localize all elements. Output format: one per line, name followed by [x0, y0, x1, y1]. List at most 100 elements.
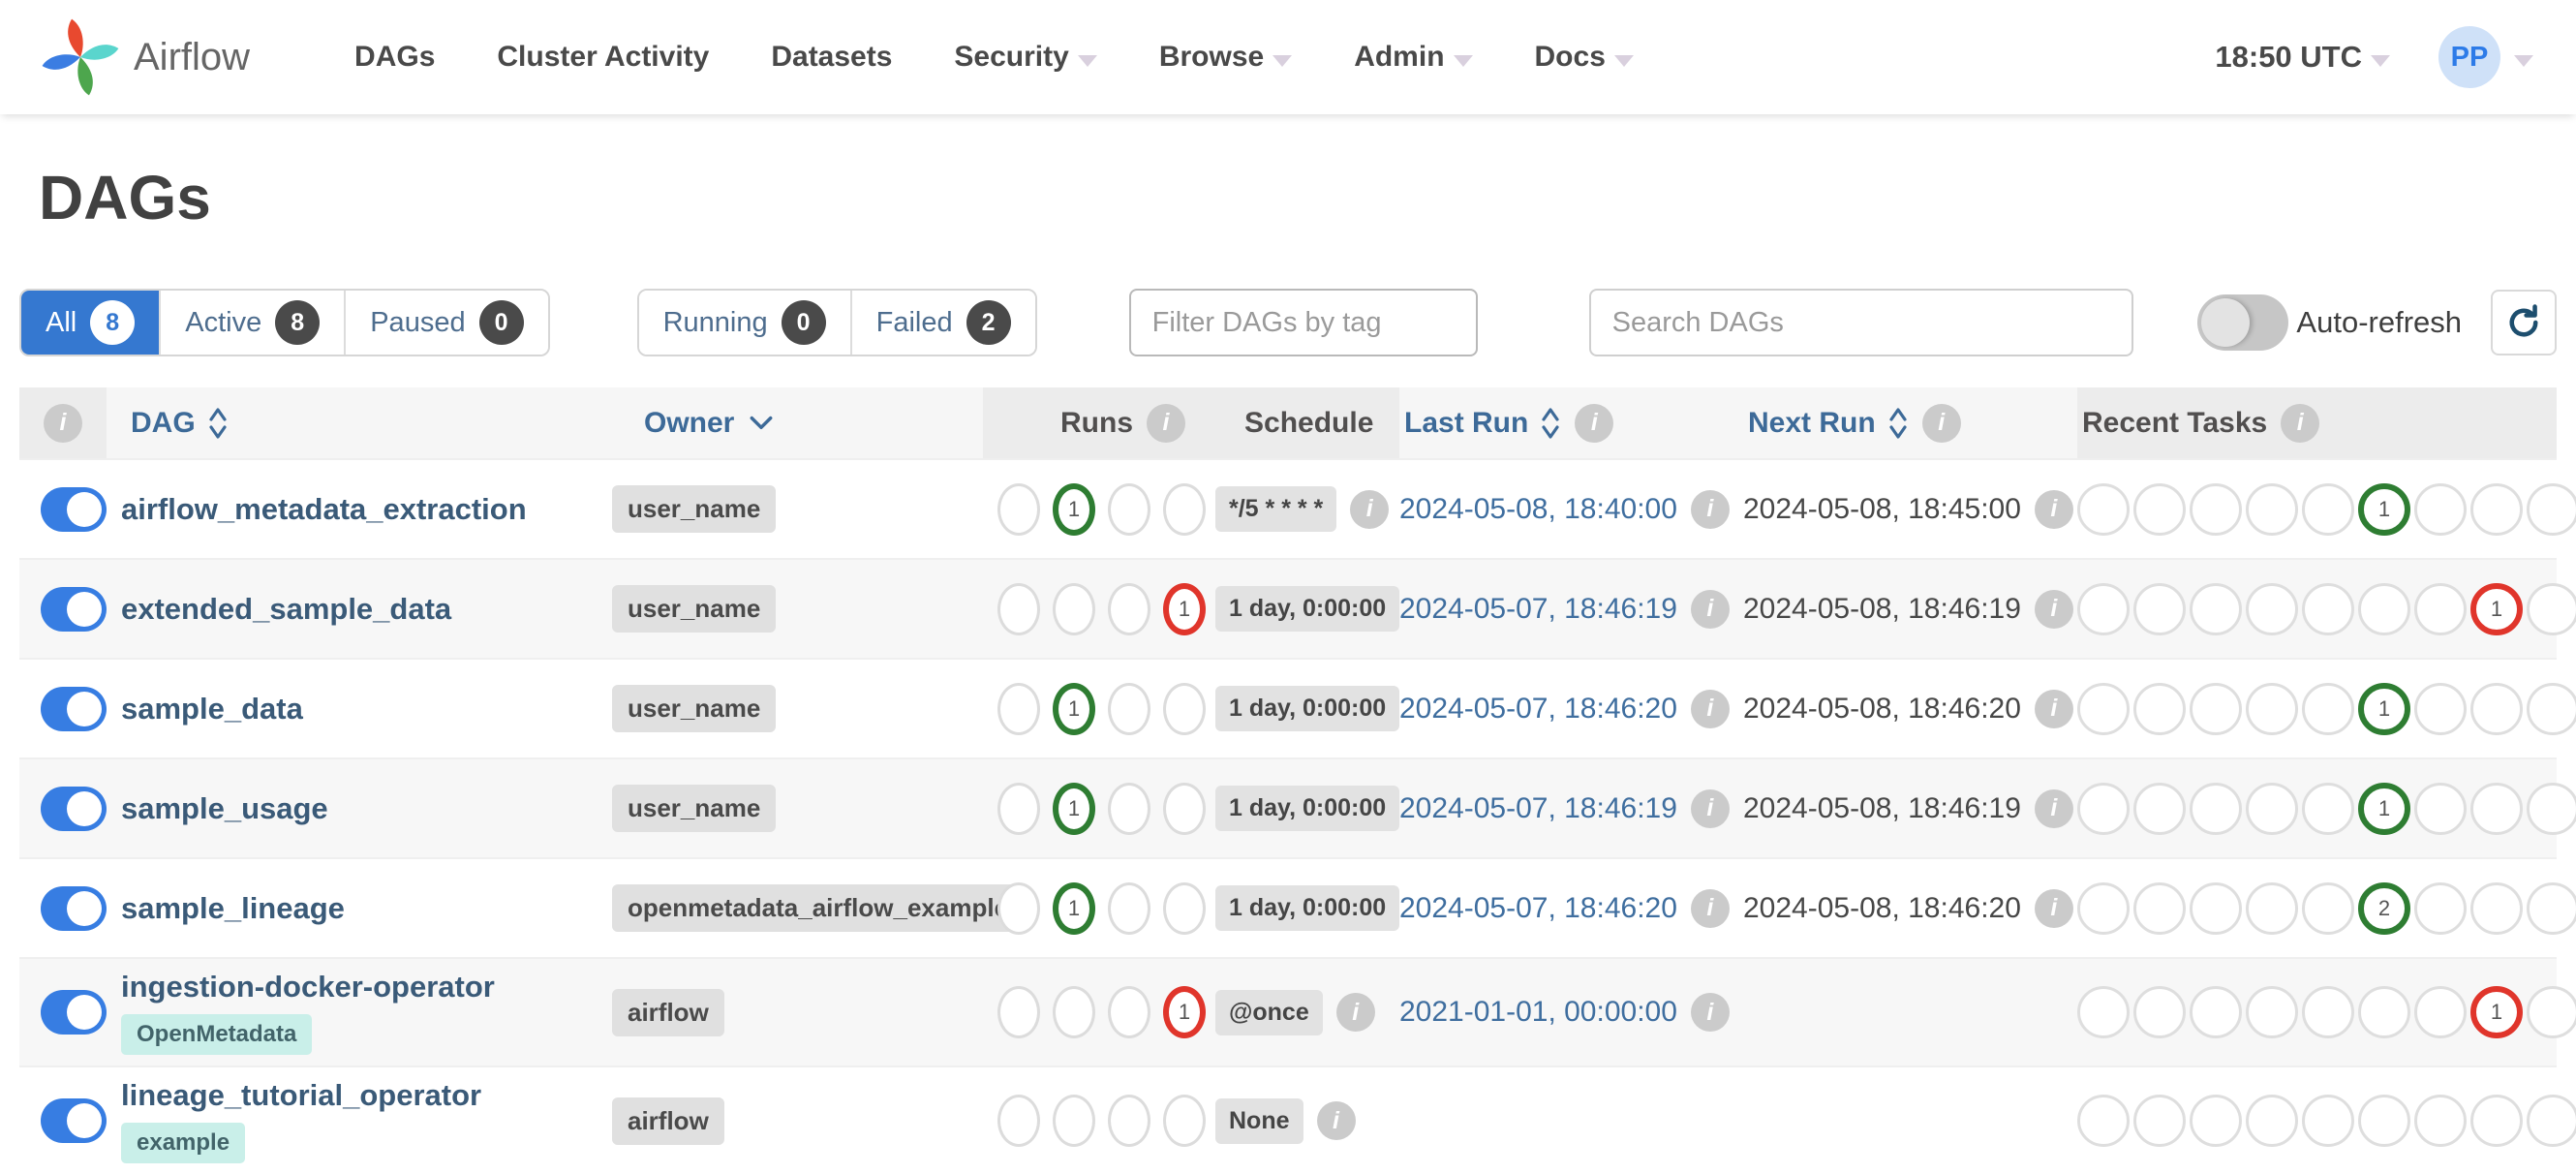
- recent-task-circle-7[interactable]: [2470, 782, 2523, 835]
- run-status-running[interactable]: [1108, 782, 1150, 835]
- dag-pause-toggle[interactable]: [41, 885, 107, 931]
- recent-task-circle-8[interactable]: [2527, 782, 2576, 835]
- recent-task-circle-3[interactable]: [2246, 881, 2298, 935]
- dag-link[interactable]: sample_lineage: [121, 890, 345, 925]
- recent-task-circle-3[interactable]: [2246, 482, 2298, 536]
- run-status-queued[interactable]: [997, 881, 1040, 935]
- recent-task-circle-6[interactable]: [2414, 782, 2467, 835]
- recent-task-circle-8[interactable]: [2527, 1095, 2576, 1147]
- nav-item-docs[interactable]: Docs: [1535, 41, 1634, 74]
- run-status-queued[interactable]: [997, 1095, 1040, 1147]
- recent-task-circle-4[interactable]: [2302, 682, 2354, 735]
- recent-task-circle-4[interactable]: [2302, 582, 2354, 635]
- recent-task-circle-7[interactable]: [2470, 1095, 2523, 1147]
- recent-task-circle-0[interactable]: [2077, 682, 2130, 735]
- recent-task-circle-5[interactable]: [2358, 986, 2410, 1038]
- recent-task-circle-4[interactable]: [2302, 1095, 2354, 1147]
- dag-tag-badge[interactable]: example: [121, 1123, 246, 1163]
- last-run-link[interactable]: 2024-05-07, 18:46:20: [1399, 692, 1677, 725]
- recent-task-circle-6[interactable]: [2414, 881, 2467, 935]
- recent-task-circle-0[interactable]: [2077, 582, 2130, 635]
- recent-task-circle-2[interactable]: [2190, 582, 2242, 635]
- nav-item-datasets[interactable]: Datasets: [771, 41, 892, 74]
- recent-task-circle-5[interactable]: 2: [2358, 881, 2410, 935]
- run-status-failed[interactable]: [1163, 881, 1206, 935]
- dag-pause-toggle[interactable]: [41, 586, 107, 632]
- recent-task-circle-7[interactable]: [2470, 482, 2523, 536]
- dag-pause-toggle[interactable]: [41, 990, 107, 1035]
- recent-task-circle-5[interactable]: 1: [2358, 482, 2410, 536]
- sort-icon[interactable]: [1887, 405, 1909, 442]
- dag-link[interactable]: sample_usage: [121, 790, 328, 825]
- last-run-link[interactable]: 2024-05-07, 18:46:19: [1399, 592, 1677, 625]
- recent-task-circle-8[interactable]: [2527, 482, 2576, 536]
- dag-tag-badge[interactable]: OpenMetadata: [121, 1014, 313, 1055]
- run-status-success[interactable]: [1053, 1095, 1095, 1147]
- run-status-failed[interactable]: 1: [1163, 986, 1206, 1038]
- run-status-queued[interactable]: [997, 986, 1040, 1038]
- recent-task-circle-0[interactable]: [2077, 482, 2130, 536]
- recent-task-circle-1[interactable]: [2133, 782, 2186, 835]
- recent-task-circle-5[interactable]: 1: [2358, 782, 2410, 835]
- run-status-running[interactable]: [1108, 881, 1150, 935]
- search-dags-input[interactable]: [1588, 289, 2133, 356]
- recent-task-circle-0[interactable]: [2077, 1095, 2130, 1147]
- nav-item-dags[interactable]: DAGs: [354, 41, 435, 74]
- sort-icon[interactable]: [1540, 405, 1561, 442]
- recent-task-circle-4[interactable]: [2302, 782, 2354, 835]
- recent-task-circle-4[interactable]: [2302, 482, 2354, 536]
- recent-task-circle-8[interactable]: [2527, 986, 2576, 1038]
- recent-task-circle-1[interactable]: [2133, 482, 2186, 536]
- recent-task-circle-6[interactable]: [2414, 986, 2467, 1038]
- run-status-running[interactable]: [1108, 986, 1150, 1038]
- last-run-link[interactable]: 2024-05-08, 18:40:00: [1399, 492, 1677, 525]
- filter-active-button[interactable]: Active 8: [159, 291, 345, 355]
- run-status-running[interactable]: [1108, 482, 1150, 536]
- dag-link[interactable]: ingestion-docker-operator: [121, 970, 495, 1004]
- col-header-next-run[interactable]: Next Run i: [1743, 387, 2077, 458]
- last-run-link[interactable]: 2024-05-07, 18:46:20: [1399, 891, 1677, 924]
- run-status-success[interactable]: 1: [1053, 682, 1095, 735]
- run-status-queued[interactable]: [997, 482, 1040, 536]
- recent-task-circle-4[interactable]: [2302, 881, 2354, 935]
- recent-task-circle-6[interactable]: [2414, 582, 2467, 635]
- tag-filter-input[interactable]: [1128, 289, 1478, 356]
- run-status-failed[interactable]: [1163, 482, 1206, 536]
- recent-task-circle-2[interactable]: [2190, 682, 2242, 735]
- recent-task-circle-1[interactable]: [2133, 582, 2186, 635]
- recent-task-circle-2[interactable]: [2190, 482, 2242, 536]
- filter-failed-button[interactable]: Failed 2: [849, 291, 1035, 355]
- recent-task-circle-3[interactable]: [2246, 986, 2298, 1038]
- run-status-success[interactable]: 1: [1053, 782, 1095, 835]
- recent-task-circle-6[interactable]: [2414, 682, 2467, 735]
- dag-pause-toggle[interactable]: [41, 786, 107, 831]
- dag-link[interactable]: extended_sample_data: [121, 591, 452, 626]
- recent-task-circle-5[interactable]: 1: [2358, 682, 2410, 735]
- run-status-running[interactable]: [1108, 682, 1150, 735]
- recent-task-circle-7[interactable]: 1: [2470, 986, 2523, 1038]
- run-status-success[interactable]: 1: [1053, 482, 1095, 536]
- recent-task-circle-8[interactable]: [2527, 682, 2576, 735]
- run-status-queued[interactable]: [997, 582, 1040, 635]
- run-status-running[interactable]: [1108, 582, 1150, 635]
- run-status-success[interactable]: [1053, 986, 1095, 1038]
- dag-link[interactable]: airflow_metadata_extraction: [121, 491, 527, 526]
- recent-task-circle-3[interactable]: [2246, 682, 2298, 735]
- recent-task-circle-8[interactable]: [2527, 582, 2576, 635]
- col-header-last-run[interactable]: Last Run i: [1399, 387, 1743, 458]
- run-status-running[interactable]: [1108, 1095, 1150, 1147]
- col-header-owner[interactable]: Owner: [596, 387, 983, 458]
- run-status-failed[interactable]: [1163, 782, 1206, 835]
- brand-text[interactable]: Airflow: [134, 35, 251, 78]
- recent-task-circle-2[interactable]: [2190, 986, 2242, 1038]
- last-run-link[interactable]: 2024-05-07, 18:46:19: [1399, 791, 1677, 824]
- recent-task-circle-4[interactable]: [2302, 986, 2354, 1038]
- recent-task-circle-7[interactable]: [2470, 881, 2523, 935]
- recent-task-circle-7[interactable]: 1: [2470, 582, 2523, 635]
- recent-task-circle-0[interactable]: [2077, 782, 2130, 835]
- filter-paused-button[interactable]: Paused 0: [344, 291, 548, 355]
- nav-item-cluster-activity[interactable]: Cluster Activity: [497, 41, 709, 74]
- recent-task-circle-6[interactable]: [2414, 1095, 2467, 1147]
- run-status-failed[interactable]: [1163, 1095, 1206, 1147]
- recent-task-circle-6[interactable]: [2414, 482, 2467, 536]
